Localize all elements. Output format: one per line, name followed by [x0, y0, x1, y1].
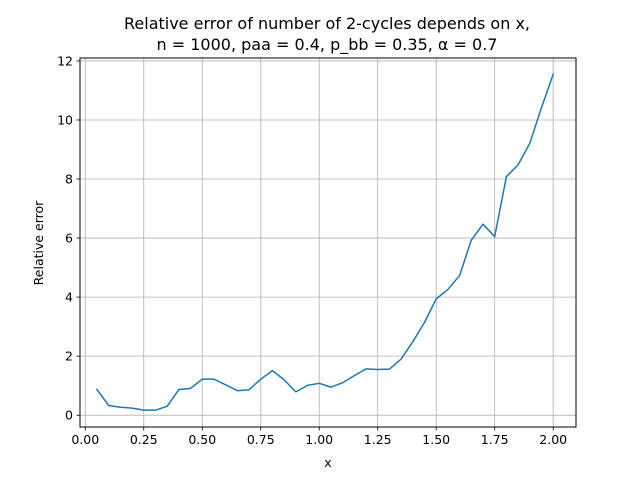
y-tick-label: 2	[65, 349, 73, 364]
y-tick-label: 12	[57, 53, 73, 68]
y-tick-label: 6	[65, 231, 73, 246]
y-axis-label: Relative error	[31, 200, 46, 286]
x-tick-label: 0.25	[130, 432, 158, 447]
data-series	[95, 73, 555, 411]
y-tick-label: 0	[65, 408, 73, 423]
x-axis-ticks: 0.00 0.25 0.50 0.75 1.00 1.25 1.50 1.75 2.00	[71, 427, 567, 447]
x-axis-label: x	[324, 455, 331, 470]
plot-frame	[79, 57, 577, 428]
series-line	[95, 73, 555, 411]
chart-title-line-2: n = 1000, paa = 0.4, p_bb = 0.35, α = 0.…	[157, 35, 498, 55]
y-axis-ticks: 0 2 4 6 8 10 12	[57, 53, 80, 423]
x-tick-label: 1.75	[481, 432, 509, 447]
y-tick-label: 4	[65, 290, 73, 305]
x-tick-label: 0.75	[247, 432, 275, 447]
y-tick-label: 8	[65, 172, 73, 187]
x-tick-label: 1.25	[364, 432, 392, 447]
y-tick-label: 10	[57, 112, 73, 127]
x-tick-label: 0.00	[71, 432, 99, 447]
x-tick-label: 2.00	[539, 432, 567, 447]
grid	[80, 58, 576, 427]
x-tick-label: 0.50	[188, 432, 216, 447]
series-layer	[95, 73, 555, 411]
x-tick-label: 1.50	[422, 432, 450, 447]
x-tick-label: 1.00	[305, 432, 333, 447]
chart-title-line-1: Relative error of number of 2-cycles dep…	[124, 14, 530, 33]
